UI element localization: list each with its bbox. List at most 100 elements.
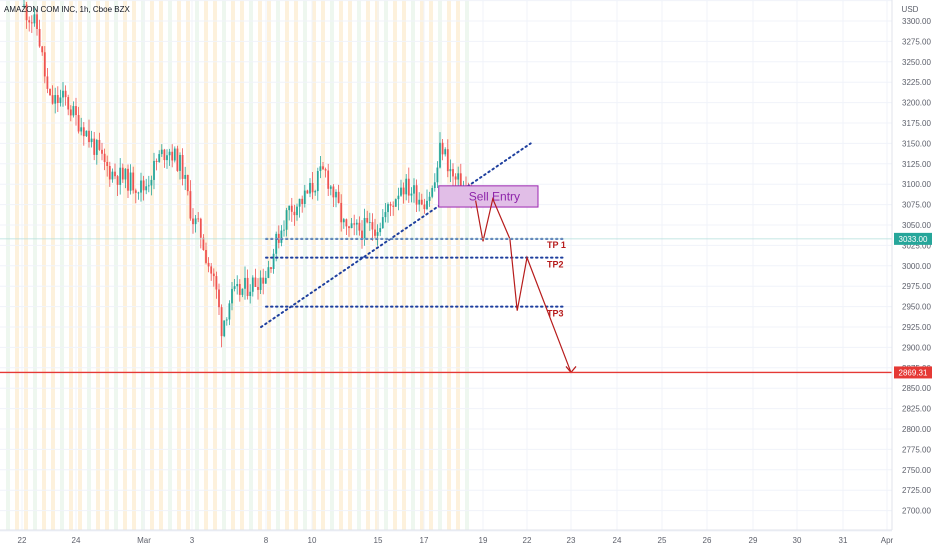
session-band: [366, 0, 370, 530]
session-band: [420, 0, 424, 530]
candle-body: [366, 217, 369, 223]
session-band: [303, 0, 307, 530]
session-band: [393, 0, 397, 530]
candle-body: [108, 165, 111, 180]
session-band: [348, 0, 352, 530]
session-band: [168, 0, 172, 530]
session-band: [465, 0, 469, 530]
candle-body: [93, 138, 96, 155]
candle-body: [119, 167, 122, 185]
candle-body: [368, 222, 371, 223]
candle-body: [176, 148, 179, 171]
session-band: [213, 0, 217, 530]
y-tick-label: 3300.00: [902, 17, 931, 26]
currency-label: USD: [902, 5, 919, 14]
target-label-1: TP 1: [547, 240, 566, 250]
candle-body: [251, 277, 254, 292]
candle-body: [233, 286, 236, 289]
x-tick-label: 24: [72, 536, 81, 545]
y-tick-label: 2900.00: [902, 343, 931, 352]
candle-body: [38, 28, 41, 47]
session-band: [51, 0, 55, 530]
candle-body: [418, 199, 421, 205]
candle-body: [179, 154, 181, 171]
candle-body: [397, 195, 400, 200]
x-tick-label: Apr: [881, 536, 894, 545]
x-tick-label: 25: [658, 536, 667, 545]
candle-body: [415, 185, 418, 205]
session-band: [249, 0, 253, 530]
candle-body: [407, 178, 410, 196]
candle-body: [342, 219, 345, 223]
y-tick-label: 3075.00: [902, 201, 931, 210]
candle-body: [316, 171, 319, 192]
session-band: [78, 0, 82, 530]
candle-body: [241, 288, 244, 295]
y-tick-label: 3125.00: [902, 160, 931, 169]
candle-body: [454, 176, 457, 180]
candle-body: [236, 284, 239, 287]
session-band: [195, 0, 199, 530]
candle-body: [394, 199, 397, 207]
candle-body: [95, 139, 98, 155]
candle-body: [54, 95, 57, 104]
rising-trendline: [260, 142, 532, 328]
candle-body: [41, 46, 44, 53]
session-band: [105, 0, 109, 530]
sell-entry-zone: [438, 185, 539, 208]
candle-body: [127, 168, 129, 191]
session-band: [186, 0, 190, 530]
candle-body: [327, 170, 330, 189]
candle-body: [111, 171, 114, 180]
candle-body: [153, 160, 155, 180]
candle-body: [80, 127, 83, 132]
candle-body: [69, 109, 72, 116]
x-tick-label: 29: [749, 536, 758, 545]
candle-body: [215, 276, 218, 290]
candle-body: [298, 198, 301, 207]
y-tick-label: 2800.00: [902, 425, 931, 434]
candle-body: [392, 205, 395, 207]
candle-body: [329, 186, 332, 189]
candle-body: [277, 233, 280, 243]
candle-body: [301, 198, 304, 205]
candle-body: [49, 88, 51, 96]
y-tick-label: 3050.00: [902, 221, 931, 230]
session-band: [375, 0, 379, 530]
session-band: [384, 0, 388, 530]
candle-body: [124, 168, 127, 180]
candle-body: [192, 218, 194, 225]
candle-body: [433, 182, 436, 189]
candle-body: [155, 160, 158, 162]
candle-body: [150, 179, 153, 186]
session-band: [357, 0, 361, 530]
session-band: [294, 0, 298, 530]
candle-body: [101, 149, 103, 154]
candle-body: [228, 303, 231, 320]
target-label-3: TP3: [547, 309, 564, 319]
session-band: [87, 0, 91, 530]
session-band: [258, 0, 262, 530]
candle-body: [361, 230, 363, 239]
candle-body: [270, 267, 272, 270]
candle-body: [264, 277, 267, 284]
candle-body: [116, 176, 119, 185]
y-tick-label: 3200.00: [902, 99, 931, 108]
session-band: [285, 0, 289, 530]
session-band: [114, 0, 118, 530]
candle-body: [355, 222, 358, 225]
candle-body: [132, 172, 135, 191]
x-tick-label: 8: [264, 536, 269, 545]
candle-body: [67, 97, 70, 110]
candle-body: [293, 211, 296, 216]
candle-body: [420, 199, 423, 205]
x-tick-label: 3: [190, 536, 195, 545]
candle-body: [114, 171, 116, 177]
candle-body: [288, 205, 291, 211]
candle-body: [30, 22, 33, 24]
candle-body: [272, 253, 275, 270]
x-tick-label: 30: [793, 536, 802, 545]
candle-body: [218, 289, 220, 308]
y-tick-label: 2950.00: [902, 303, 931, 312]
